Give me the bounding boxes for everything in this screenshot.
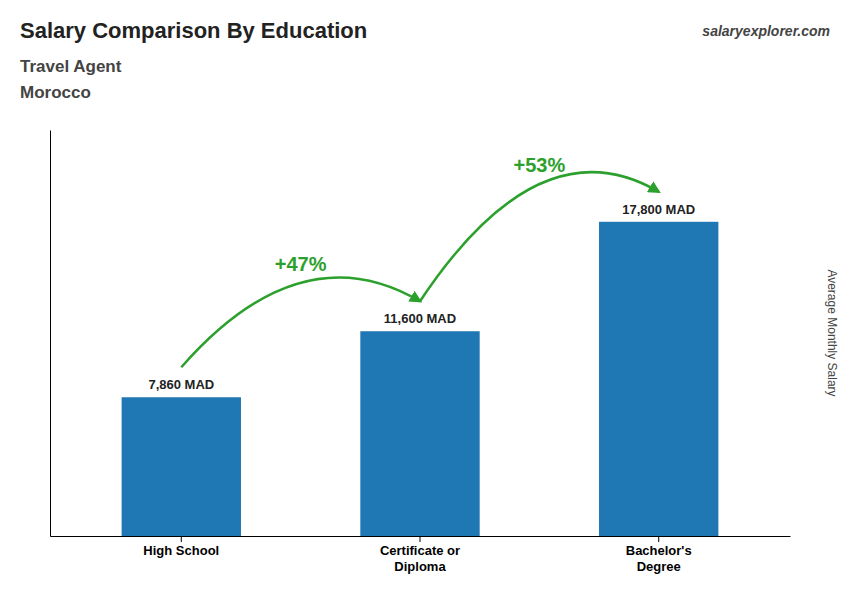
x-tick-label-line: Diploma xyxy=(394,559,446,574)
change-label: +47% xyxy=(275,253,327,275)
change-label: +53% xyxy=(513,154,565,176)
plot-area xyxy=(122,222,719,536)
change-arrow xyxy=(181,277,420,367)
x-tick-label: High School xyxy=(143,543,219,558)
data-label: 11,600 MAD xyxy=(384,311,456,326)
x-tick-mark xyxy=(181,536,182,542)
bar xyxy=(360,331,479,536)
x-tick-label-line: Certificate or xyxy=(380,543,460,558)
title: Salary Comparison By Education xyxy=(20,18,367,43)
x-tick-mark xyxy=(658,536,659,542)
change-arrow xyxy=(420,172,659,301)
x-tick-label-line: High School xyxy=(143,543,219,558)
x-tick: High School xyxy=(143,536,219,558)
data-label: 17,800 MAD xyxy=(622,202,695,217)
x-tick-label: Certificate orDiploma xyxy=(380,543,460,574)
source: salaryexplorer.com xyxy=(702,23,830,39)
subtitle: Travel Agent xyxy=(20,57,122,76)
bar xyxy=(122,397,241,536)
x-axis: High School Certificate orDiploma Bachelor… xyxy=(51,536,791,574)
annotations: +47% +53% xyxy=(181,154,658,367)
x-tick-label-line: Degree xyxy=(637,559,681,574)
chart: High School Certificate orDiploma Bachelor… xyxy=(0,0,850,606)
x-tick-label-line: Bachelor's xyxy=(626,543,692,558)
x-tick: Certificate orDiploma xyxy=(380,536,460,574)
data-label: 7,860 MAD xyxy=(148,377,214,392)
x-tick: Bachelor'sDegree xyxy=(626,536,692,574)
bar xyxy=(599,222,718,536)
y-axis-title: Average Monthly Salary xyxy=(825,269,839,396)
y-axis-line xyxy=(50,131,51,537)
x-tick-label: Bachelor'sDegree xyxy=(626,543,692,574)
y-axis xyxy=(50,131,51,537)
subtitle: Morocco xyxy=(20,83,91,102)
x-tick-mark xyxy=(420,536,421,542)
